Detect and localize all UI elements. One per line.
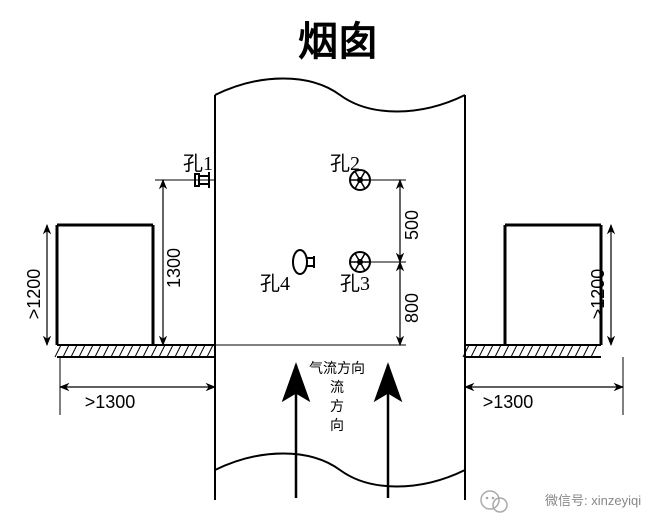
svg-text:方: 方 xyxy=(330,399,344,415)
dim-value-d_gt1300_L: >1300 xyxy=(85,392,136,412)
ports: 孔1 孔2 孔3 孔4 xyxy=(183,152,370,295)
attribution: 微信号: xinzeyiqi xyxy=(481,491,641,512)
dim-value-d_1300: 1300 xyxy=(164,248,184,288)
dim-value-d_gt1200_L: >1200 xyxy=(24,269,44,320)
svg-text:向: 向 xyxy=(330,418,344,434)
port-k4 xyxy=(293,250,314,274)
dimensions: 500 800 1300 >1200 >1200 >1300 >1300 xyxy=(24,180,623,415)
svg-text:孔4: 孔4 xyxy=(260,272,290,295)
svg-text:孔1: 孔1 xyxy=(183,152,213,175)
svg-text:孔2: 孔2 xyxy=(330,152,360,175)
svg-text:孔3: 孔3 xyxy=(340,272,370,295)
diagram-title: 烟囱 xyxy=(298,19,378,64)
flow-label: 气流方向 xyxy=(309,361,365,377)
flow-direction: 气流方向流方向 xyxy=(296,361,388,498)
platform xyxy=(55,225,601,357)
svg-text:微信号: xinzeyiqi: 微信号: xinzeyiqi xyxy=(545,493,641,508)
dim-value-d_gt1300_R: >1300 xyxy=(483,392,534,412)
dim-value-d_800: 800 xyxy=(402,293,422,323)
svg-text:流: 流 xyxy=(330,380,344,396)
dim-value-d_gt1200_R: >1200 xyxy=(588,269,608,320)
dim-value-d_500: 500 xyxy=(402,210,422,240)
